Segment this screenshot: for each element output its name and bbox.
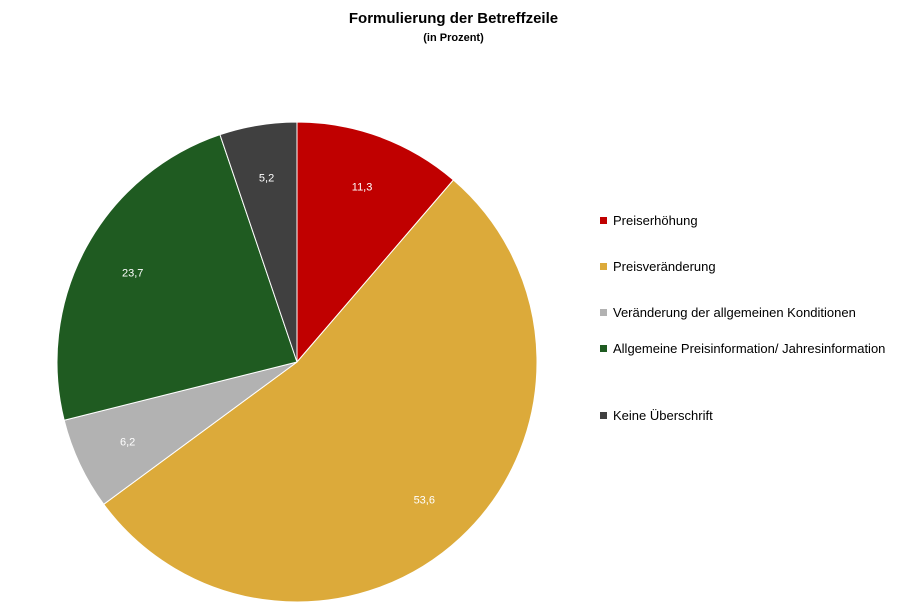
legend-label: Preisveränderung [613, 259, 716, 274]
legend-item-preisinformation: Allgemeine Preisinformation/ Jahresinfor… [600, 340, 900, 407]
data-label-2: 6,2 [120, 437, 135, 449]
data-label-3: 23,7 [122, 267, 143, 279]
legend-label: Preiserhöhung [613, 213, 698, 228]
legend-item-keine-ueberschrift: Keine Überschrift [600, 407, 900, 453]
chart-title: Formulierung der Betreffzeile [348, 10, 559, 27]
data-label-4: 5,2 [259, 172, 274, 184]
pie-slice-0 [296, 121, 455, 364]
legend-item-preiserhoehung: Preiserhöhung [600, 212, 900, 258]
legend-label: Allgemeine Preisinformation/ Jahresinfor… [613, 341, 886, 356]
legend-label: Veränderung der allgemeinen Konditionen [613, 305, 856, 320]
legend-swatch [600, 309, 607, 316]
pie-data-labels: 11,3 53,6 6,2 23,7 5,2 [120, 172, 435, 506]
data-label-0: 11,3 [352, 181, 373, 193]
legend-swatch [600, 217, 607, 224]
pie-slice-4 [219, 121, 298, 363]
pie-slice-3 [56, 134, 298, 421]
legend-swatch [600, 263, 607, 270]
legend-label: Keine Überschrift [613, 408, 713, 423]
legend-swatch [600, 345, 607, 352]
pie-slices [56, 121, 538, 603]
legend-item-preisveraenderung: Preisveränderung [600, 258, 900, 304]
legend-item-konditionen: Veränderung der allgemeinen Konditionen [600, 304, 900, 350]
pie-slice-1 [103, 179, 538, 603]
legend: Preiserhöhung Preisveränderung Veränderu… [600, 212, 900, 453]
data-label-1: 53,6 [414, 494, 435, 506]
legend-swatch [600, 412, 607, 419]
chart-subtitle: (in Prozent) [423, 32, 484, 44]
